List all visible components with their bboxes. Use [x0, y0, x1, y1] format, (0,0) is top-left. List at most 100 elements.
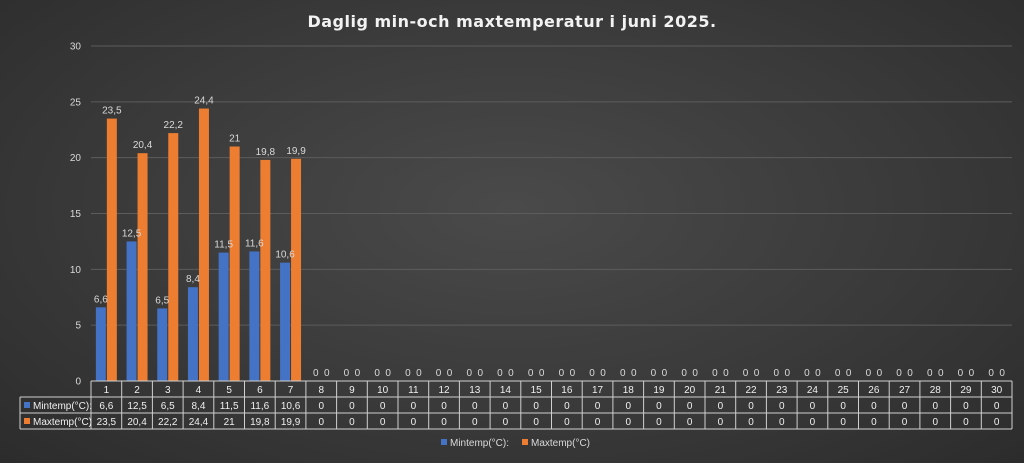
table-cell: 0 — [380, 401, 386, 412]
data-label: 0 — [712, 368, 718, 379]
x-tick-label: 5 — [226, 385, 232, 396]
x-tick-label: 19 — [653, 385, 665, 396]
x-tick-label: 9 — [349, 385, 355, 396]
data-label: 0 — [835, 368, 841, 379]
data-label: 0 — [477, 368, 483, 379]
data-label: 20,4 — [133, 140, 153, 151]
data-label: 0 — [958, 368, 964, 379]
table-legend-key — [24, 418, 30, 424]
data-label: 0 — [497, 368, 503, 379]
x-tick-label: 8 — [318, 385, 324, 396]
data-label: 0 — [355, 368, 361, 379]
table-cell: 0 — [932, 417, 938, 428]
table-cell: 0 — [564, 401, 570, 412]
bar-max — [137, 153, 148, 381]
table-cell: 0 — [994, 417, 1000, 428]
data-label: 11,6 — [245, 238, 264, 249]
data-label: 0 — [896, 368, 902, 379]
data-label: 6,5 — [155, 295, 169, 306]
data-label: 0 — [313, 368, 319, 379]
data-label: 11,5 — [214, 240, 233, 251]
x-tick-label: 4 — [196, 385, 202, 396]
data-label: 0 — [999, 368, 1005, 379]
table-cell: 0 — [625, 417, 631, 428]
data-label: 0 — [743, 368, 749, 379]
y-axis: 0 5 10 15 20 25 30 — [70, 42, 82, 388]
table-cell: 0 — [932, 401, 938, 412]
y-tick-label: 15 — [70, 209, 82, 220]
data-label: 0 — [447, 368, 453, 379]
table-series-name: Mintemp(°C): — [33, 401, 92, 412]
data-label: 0 — [877, 368, 883, 379]
data-label: 22,2 — [164, 120, 184, 131]
data-label: 0 — [784, 368, 790, 379]
data-label: 0 — [589, 368, 595, 379]
data-label: 0 — [374, 368, 380, 379]
data-label: 0 — [416, 368, 422, 379]
bar-max — [291, 158, 302, 381]
table-cell: 6,6 — [99, 401, 113, 412]
data-label: 0 — [815, 368, 821, 379]
x-tick-label: 2 — [134, 385, 140, 396]
table-cell: 0 — [687, 417, 693, 428]
x-tick-label: 29 — [960, 385, 972, 396]
bar-min — [126, 241, 137, 381]
table-cell: 23,5 — [97, 417, 117, 428]
table-cell: 20,4 — [127, 417, 147, 428]
x-tick-label: 20 — [684, 385, 696, 396]
table-cell: 8,4 — [191, 401, 205, 412]
table-cell: 0 — [718, 401, 724, 412]
data-label: 6,6 — [94, 294, 108, 305]
data-label: 0 — [692, 368, 698, 379]
bar-max — [168, 133, 179, 381]
data-label: 0 — [508, 368, 514, 379]
table-cell: 0 — [840, 401, 846, 412]
table-cell: 0 — [533, 401, 539, 412]
data-label: 23,5 — [102, 106, 122, 117]
table-cell: 0 — [349, 417, 355, 428]
data-label: 0 — [559, 368, 565, 379]
table-cell: 0 — [318, 401, 324, 412]
legend-label: Maxtemp(°C) — [531, 438, 590, 449]
table-legend-key — [24, 402, 30, 408]
data-label: 0 — [723, 368, 729, 379]
x-tick-label: 10 — [377, 385, 389, 396]
table-cell: 0 — [994, 401, 1000, 412]
table-cell: 0 — [840, 417, 846, 428]
table-cell: 24,4 — [189, 417, 209, 428]
y-tick-label: 25 — [70, 97, 82, 108]
table-cell: 0 — [503, 417, 509, 428]
data-label: 8,4 — [186, 274, 200, 285]
x-tick-label: 16 — [561, 385, 573, 396]
bar-min — [249, 251, 260, 381]
table-cell: 0 — [533, 417, 539, 428]
x-tick-label: 27 — [899, 385, 911, 396]
x-tick-label: 15 — [531, 385, 543, 396]
table-cell: 0 — [810, 401, 816, 412]
data-label: 0 — [907, 368, 913, 379]
table-cell: 0 — [595, 417, 601, 428]
table-cell: 0 — [411, 417, 417, 428]
table-cell: 0 — [503, 401, 509, 412]
data-label: 0 — [344, 368, 350, 379]
table-cell: 0 — [718, 417, 724, 428]
data-label: 0 — [866, 368, 872, 379]
legend-key — [441, 439, 447, 445]
table-series-name: Maxtemp(°C) — [33, 417, 92, 428]
table-cell: 0 — [441, 417, 447, 428]
x-tick-label: 18 — [623, 385, 635, 396]
y-tick-label: 10 — [70, 265, 82, 276]
bar-max — [260, 159, 271, 381]
table-cell: 0 — [411, 401, 417, 412]
table-cell: 0 — [472, 401, 478, 412]
table-cell: 12,5 — [127, 401, 147, 412]
table-cell: 0 — [472, 417, 478, 428]
data-label: 24,4 — [194, 96, 214, 107]
y-tick-label: 0 — [75, 377, 81, 388]
x-tick-label: 17 — [592, 385, 604, 396]
data-label: 0 — [324, 368, 330, 379]
bar-min — [157, 308, 168, 381]
x-tick-label: 24 — [807, 385, 819, 396]
data-label: 0 — [528, 368, 534, 379]
